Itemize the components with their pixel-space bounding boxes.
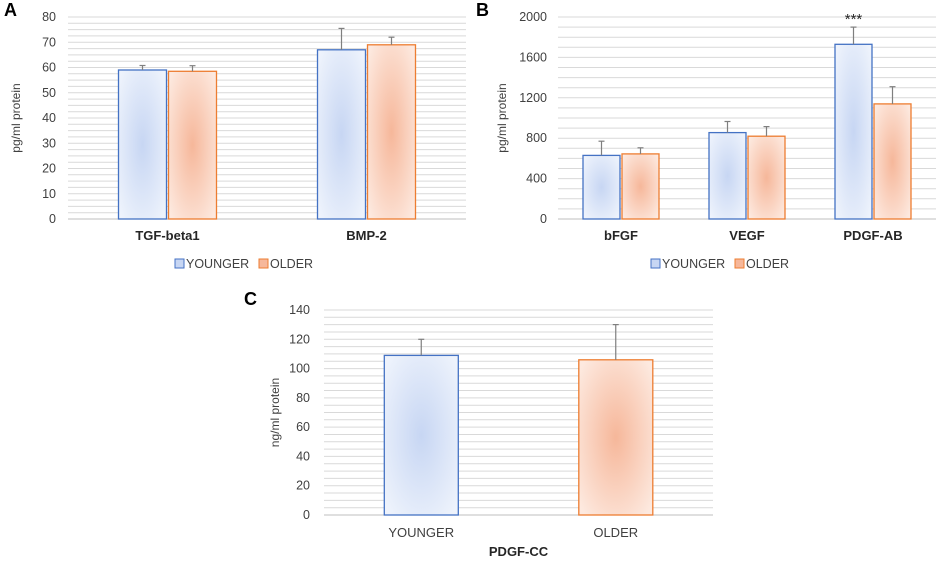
y-tick-label: 30 [42, 136, 56, 150]
bar-vegf-younger [708, 131, 747, 220]
y-tick-label: 0 [303, 508, 310, 522]
panel-letter-b: B [476, 0, 489, 20]
y-tick-label: 50 [42, 86, 56, 100]
y-tick-label: 60 [42, 61, 56, 75]
x-axis-label: PDGF-CC [489, 544, 549, 559]
bar-pdgf-ab-older [873, 103, 912, 220]
x-category-label: OLDER [593, 525, 638, 540]
bar-older-pdgf-cc [578, 359, 654, 516]
bar-bmp-2-younger [316, 49, 367, 220]
y-tick-label: 80 [42, 10, 56, 24]
y-tick-label: 20 [42, 162, 56, 176]
x-category-label: YOUNGER [388, 525, 454, 540]
y-tick-label: 0 [49, 212, 56, 226]
y-axis-label: pg/ml protein [495, 83, 509, 152]
bar-bfgf-older [621, 153, 660, 220]
y-tick-label: 40 [42, 111, 56, 125]
y-tick-label: 2000 [519, 10, 547, 24]
chart-a: 0 10 20 30 40 50 60 70 80 pg/ml protein TGF-beta1 B… [9, 10, 466, 271]
y-tick-label: 60 [296, 420, 310, 434]
y-axis-label: ng/ml protein [268, 378, 282, 447]
legend-label-older: OLDER [270, 257, 313, 271]
y-tick-label: 0 [540, 212, 547, 226]
chart-b: 0 400 800 1200 1600 2000 pg/ml protein bFGF VEGF… [495, 10, 936, 271]
x-category-label: bFGF [604, 228, 638, 243]
panel-letter-c: C [244, 289, 257, 309]
x-category-label: TGF-beta1 [135, 228, 199, 243]
legend-label-younger: YOUNGER [186, 257, 249, 271]
legend-swatch-older [258, 258, 269, 269]
y-tick-label: 20 [296, 479, 310, 493]
bar-pdgf-ab-younger [834, 43, 873, 220]
y-tick-label: 800 [526, 131, 547, 145]
legend-swatch-younger [174, 258, 185, 269]
x-category-label: VEGF [729, 228, 764, 243]
y-tick-label: 400 [526, 172, 547, 186]
legend-swatch-younger [650, 258, 661, 269]
y-axis-label: pg/ml protein [9, 83, 23, 152]
bar-bfgf-younger [582, 154, 621, 220]
chart-c: 0 20 40 60 80 100 120 140 ng/ml protein YOUNGER OL… [268, 303, 713, 559]
y-tick-label: 140 [289, 303, 310, 317]
bar-tgf-beta1-older [167, 70, 218, 220]
y-tick-label: 70 [42, 35, 56, 49]
bar-bmp-2-older [366, 44, 417, 220]
y-tick-label: 40 [296, 449, 310, 463]
y-tick-label: 1600 [519, 50, 547, 64]
significance-annotation: *** [845, 11, 863, 28]
x-category-label: BMP-2 [346, 228, 386, 243]
x-category-label: PDGF-AB [843, 228, 902, 243]
legend-label-younger: YOUNGER [662, 257, 725, 271]
y-tick-label: 10 [42, 187, 56, 201]
bar-vegf-older [747, 135, 786, 220]
legend-swatch-older [734, 258, 745, 269]
bar-tgf-beta1-younger [117, 69, 168, 220]
panel-letter-a: A [4, 0, 17, 20]
y-tick-label: 120 [289, 332, 310, 346]
bar-younger-pdgf-cc [383, 354, 459, 516]
y-tick-label: 100 [289, 362, 310, 376]
legend-label-older: OLDER [746, 257, 789, 271]
y-tick-label: 1200 [519, 91, 547, 105]
y-tick-label: 80 [296, 391, 310, 405]
